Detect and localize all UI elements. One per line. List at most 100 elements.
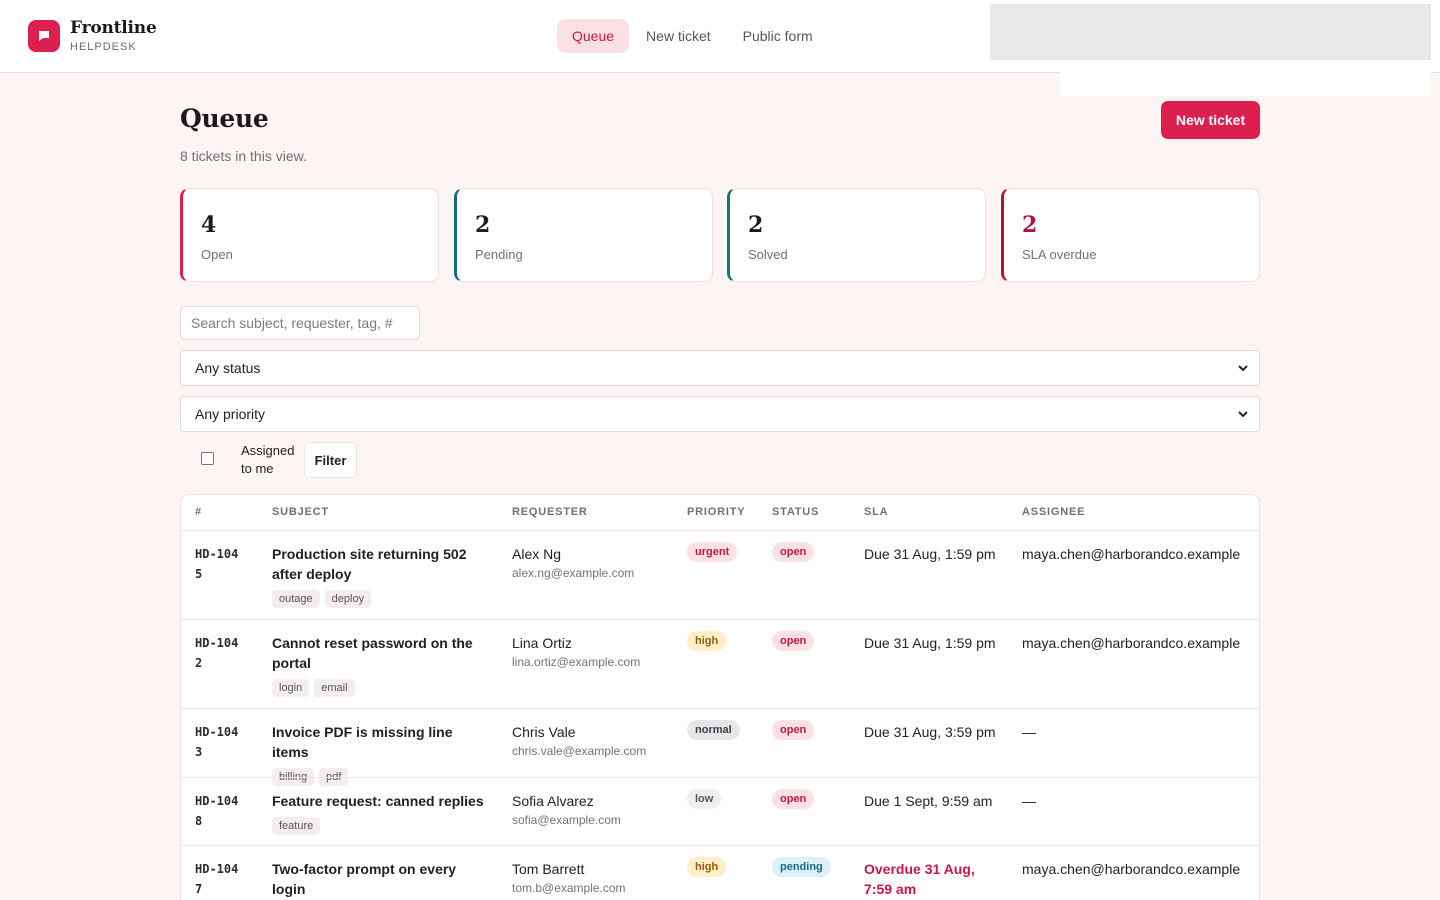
column-header: STATUS [772, 506, 820, 518]
new-ticket-button[interactable]: New ticket [1161, 101, 1260, 139]
subject-cell: Feature request: canned replies feature [272, 791, 492, 835]
requester-name: Alex Ng [512, 546, 562, 562]
status-badge: open [772, 720, 815, 740]
ticket-subject-link[interactable]: Invoice PDF is missing line items [272, 724, 453, 760]
ticket-subject-link[interactable]: Production site returning 502 after depl… [272, 546, 467, 582]
requester-email: alex.ng@example.com [512, 566, 635, 580]
ticket-id[interactable]: HD-​1042 [195, 636, 239, 670]
ticket-id[interactable]: HD-​1043 [195, 725, 239, 759]
ticket-subject-link[interactable]: Two-factor prompt on every login [272, 861, 457, 897]
tag-list: login email [272, 679, 492, 697]
requester-email: sofia@example.com [512, 813, 621, 827]
ticket-subject-link[interactable]: Cannot reset password on the portal [272, 635, 473, 671]
stat-value: 4 [201, 212, 217, 238]
brand-name: Frontline [70, 18, 157, 38]
subject-cell: Invoice PDF is missing line items billing… [272, 722, 492, 786]
requester-email: tom.b@example.com [512, 881, 626, 895]
subject-cell: Two-factor prompt on every login [272, 859, 492, 899]
status-badge: open [772, 542, 815, 562]
sla-due: Due 31 Aug, 3:59 pm [864, 724, 996, 740]
column-header: SUBJECT [272, 506, 329, 518]
chat-bubble-icon [28, 19, 60, 52]
tag: deploy [324, 590, 372, 608]
ticket-id[interactable]: HD-​1047 [195, 862, 239, 896]
requester-name: Sofia Alvarez [512, 793, 594, 809]
requester-email: lina.ortiz@example.com [512, 655, 641, 669]
requester-name: Chris Vale [512, 724, 576, 740]
sla-due: Overdue 31 Aug, 7:59 am [864, 861, 975, 897]
stat-card-open[interactable]: 4 Open [180, 188, 439, 282]
table-row[interactable]: HD-​1045 Production site returning 502 af… [181, 530, 1259, 619]
tag-list: feature [272, 817, 492, 835]
search-input[interactable] [180, 306, 420, 340]
stat-card-solved[interactable]: 2 Solved [727, 188, 986, 282]
priority-badge: low [687, 789, 722, 809]
assignee: — [1022, 793, 1036, 809]
requester-cell: Alex Ng alex.ng@example.com [512, 544, 634, 582]
stat-label: Pending [475, 247, 523, 262]
filter-button[interactable]: Filter [304, 442, 357, 478]
priority-badge: urgent [687, 542, 738, 562]
requester-cell: Chris Vale chris.vale@example.com [512, 722, 646, 760]
requester-cell: Sofia Alvarez sofia@example.com [512, 791, 621, 829]
tag-list: outage deploy [272, 590, 492, 608]
assignee: maya.chen@harborandco.example [1022, 546, 1241, 562]
stat-label: Open [201, 247, 233, 262]
status-badge: pending [772, 857, 831, 877]
subject-cell: Cannot reset password on the portal login… [272, 633, 492, 697]
sla-due: Due 31 Aug, 1:59 pm [864, 546, 996, 562]
column-header: # [195, 506, 202, 518]
status-badge: open [772, 631, 815, 651]
ticket-id[interactable]: HD-​1048 [195, 794, 239, 828]
column-header: ASSIGNEE [1022, 506, 1086, 518]
tag: feature [272, 817, 321, 835]
assigned-to-me-checkbox[interactable] [201, 452, 214, 465]
chevron-down-icon [1238, 365, 1248, 372]
priority-badge: high [687, 631, 727, 651]
priority-select-value: Any priority [195, 406, 266, 422]
tag: email [314, 679, 355, 697]
status-badge: open [772, 789, 815, 809]
requester-cell: Tom Barrett tom.b@example.com [512, 859, 626, 897]
tickets-table: # SUBJECT REQUESTER PRIORITY STATUS SLA ASSIGN… [180, 494, 1260, 900]
status-select[interactable]: Any status [180, 350, 1260, 386]
stat-value: 2 [1022, 212, 1038, 238]
requester-cell: Lina Ortiz lina.ortiz@example.com [512, 633, 640, 671]
table-row[interactable]: HD-​1042 Cannot reset password on the por… [181, 619, 1259, 708]
assigned-to-me-label[interactable]: Assigned to me [241, 443, 295, 476]
subject-cell: Production site returning 502 after depl… [272, 544, 492, 608]
sla-due: Due 31 Aug, 1:59 pm [864, 635, 996, 651]
requester-name: Tom Barrett [512, 861, 585, 877]
table-row[interactable]: HD-​1048 Feature request: canned replies f… [181, 777, 1259, 845]
brand-subtitle: HELPDESK [70, 41, 137, 53]
stat-card-sla-overdue[interactable]: 2 SLA overdue [1001, 188, 1260, 282]
column-header: PRIORITY [687, 506, 746, 518]
main-nav: Queue New ticket Public form [557, 19, 828, 53]
stat-card-pending[interactable]: 2 Pending [454, 188, 713, 282]
stat-label: SLA overdue [1022, 247, 1097, 262]
requester-email: chris.vale@example.com [512, 744, 647, 758]
requester-name: Lina Ortiz [512, 635, 572, 651]
nav-new-ticket[interactable]: New ticket [646, 28, 711, 44]
stat-value: 2 [475, 212, 491, 238]
assignee: — [1022, 724, 1036, 740]
ticket-subject-link[interactable]: Feature request: canned replies [272, 793, 484, 809]
column-header: SLA [864, 506, 889, 518]
stat-value: 2 [748, 212, 764, 238]
brand[interactable]: Frontline HELPDESK [28, 18, 157, 53]
stat-label: Solved [748, 247, 788, 262]
table-row[interactable]: HD-​1047 Two-factor prompt on every login… [181, 845, 1259, 900]
chevron-down-icon [1238, 411, 1248, 418]
priority-select[interactable]: Any priority [180, 396, 1260, 432]
nav-queue[interactable]: Queue [557, 19, 630, 53]
status-select-value: Any status [195, 360, 261, 376]
assignee: maya.chen@harborandco.example [1022, 635, 1241, 651]
ticket-id[interactable]: HD-​1045 [195, 547, 239, 581]
ticket-count: 8 tickets in this view. [180, 148, 307, 164]
header-placeholder-strip [1060, 60, 1430, 96]
sla-due: Due 1 Sept, 9:59 am [864, 793, 993, 809]
nav-public-form[interactable]: Public form [742, 28, 813, 44]
priority-badge: high [687, 857, 727, 877]
priority-badge: normal [687, 720, 740, 740]
table-row[interactable]: HD-​1043 Invoice PDF is missing line item… [181, 708, 1259, 786]
